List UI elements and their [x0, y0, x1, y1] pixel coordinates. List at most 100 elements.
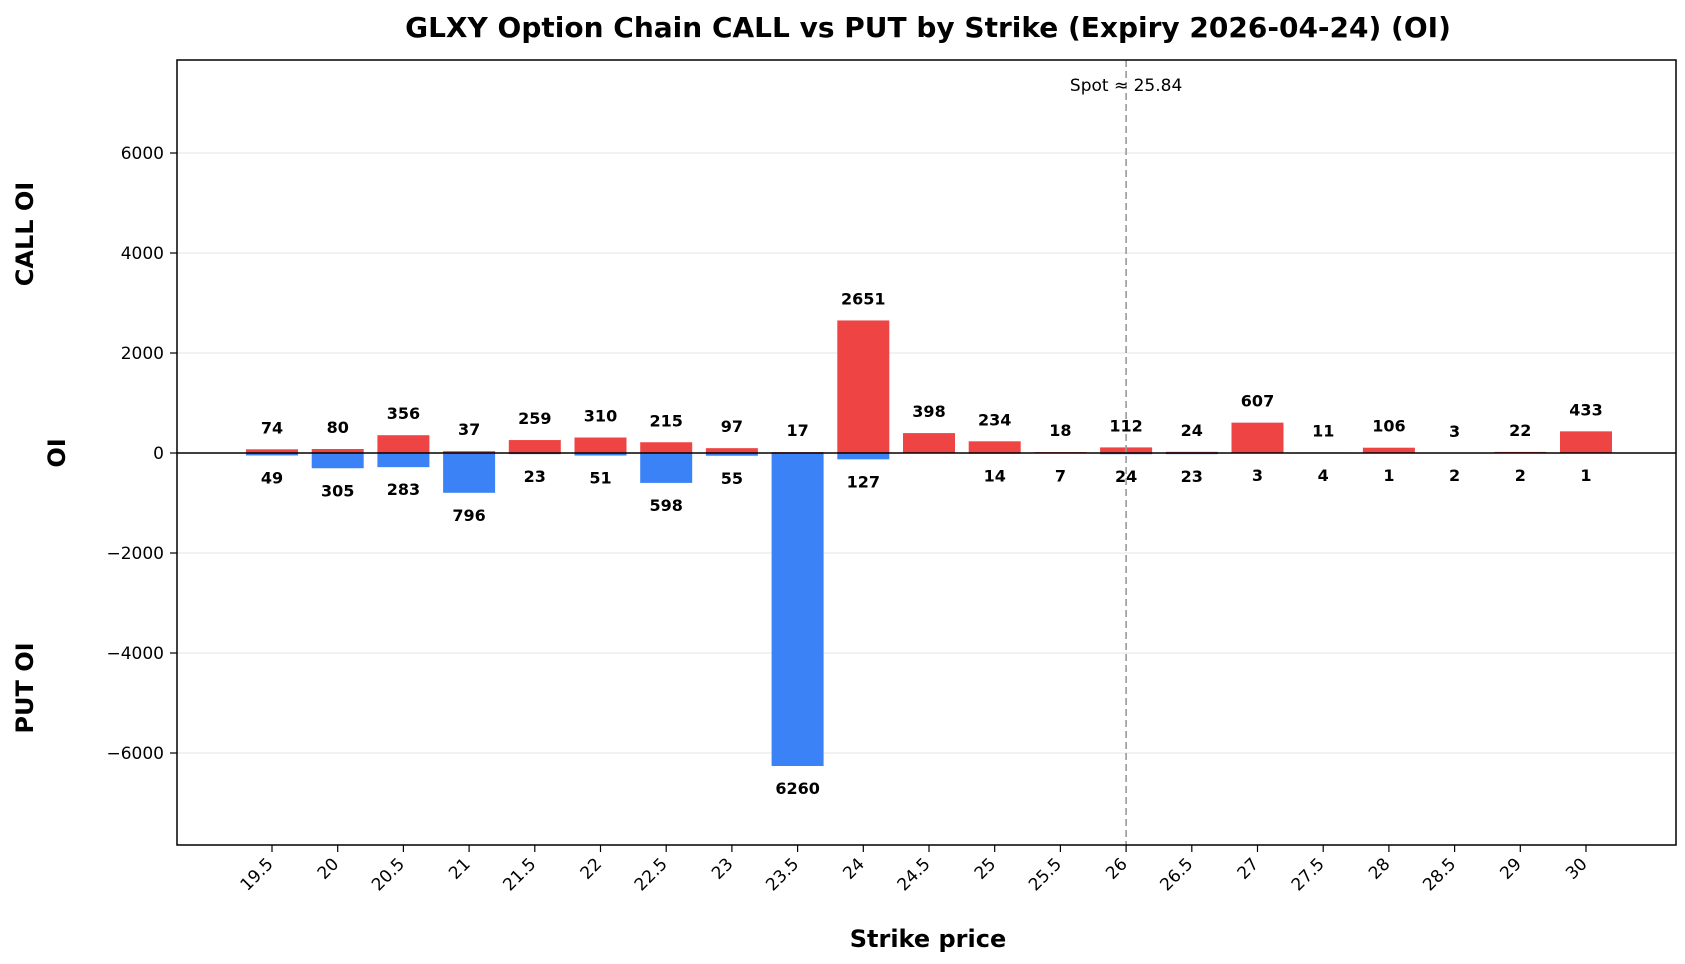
- call-value-label: 11: [1312, 421, 1334, 440]
- x-tick-label: 23.5: [762, 854, 803, 895]
- x-tick-label: 25: [971, 854, 1000, 883]
- call-bar: [311, 449, 364, 453]
- call-value-label: 356: [387, 404, 420, 423]
- call-value-label: 3: [1449, 422, 1460, 441]
- call-value-label: 2651: [841, 289, 886, 308]
- call-value-label: 234: [978, 410, 1011, 429]
- put-value-label: 598: [649, 496, 682, 515]
- put-bar: [640, 453, 693, 483]
- call-bar: [377, 435, 430, 453]
- x-tick-label: 26.5: [1156, 854, 1197, 895]
- call-bar: [837, 320, 890, 453]
- put-bar: [443, 453, 496, 493]
- x-tick-label: 19.5: [237, 854, 278, 895]
- y-tick-label: −4000: [106, 644, 164, 664]
- call-value-label: 80: [327, 418, 349, 437]
- put-bar: [311, 453, 364, 469]
- put-oi-label: PUT OI: [11, 642, 39, 733]
- call-value-label: 18: [1049, 421, 1071, 440]
- call-bar: [246, 449, 298, 453]
- x-axis: 19.5 20 20.5 21 21.5 22 22.5 23 23.5 24 24.5 25 25.5…: [237, 845, 1592, 895]
- y-axis: 6000 4000 2000 0 −2000 −4000 −6000: [106, 144, 177, 764]
- put-value-label: 2: [1515, 466, 1526, 485]
- spot-label: Spot ≈ 25.84: [1070, 76, 1182, 96]
- put-value-label: 24: [1115, 467, 1137, 486]
- value-labels: 7449803053562833779625923310512155989755…: [261, 289, 1603, 798]
- x-tick-label: 26: [1102, 854, 1131, 883]
- put-value-label: 6260: [775, 779, 820, 798]
- x-tick-label: 21.5: [499, 854, 540, 895]
- put-value-label: 283: [387, 480, 420, 499]
- put-value-label: 51: [589, 469, 611, 488]
- call-value-label: 106: [1372, 417, 1405, 436]
- x-tick-label: 20.5: [368, 854, 409, 895]
- call-value-label: 24: [1181, 421, 1203, 440]
- call-bar: [574, 437, 627, 453]
- call-bar: [1560, 431, 1612, 453]
- put-value-label: 1: [1580, 466, 1591, 485]
- y-tick-label: 0: [153, 444, 164, 464]
- x-tick-label: 24: [839, 854, 868, 883]
- call-bar: [1362, 447, 1415, 453]
- spot-marker: Spot ≈ 25.84: [1070, 60, 1182, 845]
- x-tick-label: 27.5: [1288, 854, 1329, 895]
- put-value-label: 49: [261, 468, 283, 487]
- put-value-label: 23: [524, 467, 546, 486]
- call-value-label: 310: [584, 407, 617, 426]
- x-tick-label: 20: [314, 854, 343, 883]
- call-value-label: 607: [1241, 392, 1274, 411]
- y-tick-label: −6000: [106, 744, 164, 764]
- put-value-label: 23: [1181, 467, 1203, 486]
- call-bar: [508, 440, 561, 453]
- y-tick-label: 6000: [121, 144, 164, 164]
- call-value-label: 17: [786, 421, 808, 440]
- x-tick-label: 27: [1234, 854, 1263, 883]
- call-value-label: 398: [912, 402, 945, 421]
- put-value-label: 55: [721, 469, 743, 488]
- put-bar: [246, 453, 298, 456]
- y-tick-label: 2000: [121, 344, 164, 364]
- put-bar: [837, 453, 890, 460]
- x-tick-label: 29: [1496, 854, 1525, 883]
- call-value-label: 74: [261, 418, 283, 437]
- x-tick-label: 22: [577, 854, 606, 883]
- grid: [177, 152, 1676, 754]
- put-bar: [574, 453, 627, 456]
- put-value-label: 14: [984, 467, 1006, 486]
- put-value-label: 2: [1449, 466, 1460, 485]
- x-tick-label: 21: [445, 854, 474, 883]
- call-oi-label: CALL OI: [11, 182, 39, 286]
- x-tick-label: 24.5: [894, 854, 935, 895]
- put-value-label: 4: [1318, 466, 1329, 485]
- call-bar: [443, 451, 496, 453]
- call-value-label: 215: [649, 411, 682, 430]
- put-value-label: 7: [1055, 466, 1066, 485]
- chart-title: GLXY Option Chain CALL vs PUT by Strike …: [405, 11, 1451, 44]
- put-value-label: 1: [1383, 466, 1394, 485]
- put-value-label: 796: [452, 506, 485, 525]
- x-tick-label: 23: [708, 854, 737, 883]
- y-tick-label: 4000: [121, 244, 164, 264]
- x-tick-label: 22.5: [631, 854, 672, 895]
- call-value-label: 259: [518, 409, 551, 428]
- bars: [246, 320, 1612, 766]
- call-bar: [705, 448, 758, 453]
- call-bar: [968, 441, 1021, 453]
- call-bar: [640, 442, 693, 453]
- y-tick-label: −2000: [106, 544, 164, 564]
- put-bar: [377, 453, 430, 468]
- put-value-label: 3: [1252, 466, 1263, 485]
- call-value-label: 22: [1509, 421, 1531, 440]
- y-axis-label: OI: [43, 438, 71, 467]
- call-bar: [903, 433, 955, 453]
- x-tick-label: 28: [1365, 854, 1394, 883]
- put-value-label: 127: [847, 472, 880, 491]
- call-value-label: 37: [458, 420, 480, 439]
- x-tick-label: 25.5: [1025, 854, 1066, 895]
- put-bar: [771, 453, 824, 766]
- call-value-label: 97: [721, 417, 743, 436]
- put-value-label: 305: [321, 481, 354, 500]
- call-bar: [1231, 422, 1284, 453]
- call-value-label: 112: [1109, 416, 1142, 435]
